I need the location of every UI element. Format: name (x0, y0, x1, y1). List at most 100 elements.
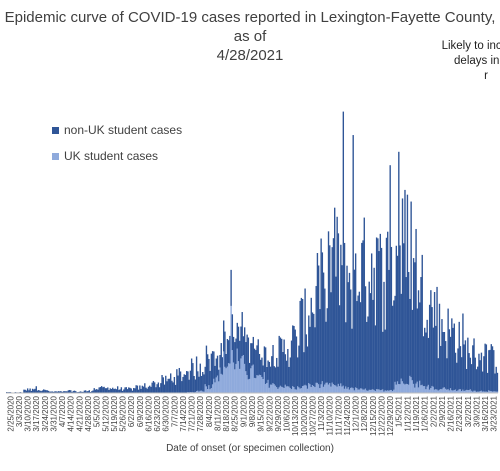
bar-non-uk (404, 189, 406, 385)
bar-uk (216, 375, 219, 393)
bar-uk (256, 375, 258, 393)
bar-non-uk (258, 353, 261, 375)
bar-non-uk (379, 233, 381, 391)
bar-uk (260, 375, 262, 393)
bar-uk (362, 389, 364, 393)
bar-uk (338, 386, 341, 393)
bar-non-uk (495, 366, 497, 392)
bar-uk (204, 384, 206, 393)
bar-non-uk (319, 309, 321, 389)
bar-non-uk (120, 387, 123, 393)
bar-non-uk (248, 362, 251, 379)
bar-non-uk (451, 318, 453, 391)
bar-non-uk (242, 336, 245, 356)
bar-non-uk (488, 350, 490, 391)
bar-non-uk (54, 391, 56, 393)
bar-non-uk (210, 353, 213, 389)
bar-non-uk (433, 292, 436, 390)
x-tick-label: 2/16/2021 (447, 395, 456, 431)
bar-uk (315, 382, 317, 393)
bar-non-uk (361, 242, 363, 389)
bar-uk (311, 384, 314, 393)
bar-non-uk (146, 388, 148, 393)
bar-non-uk (262, 365, 264, 380)
bar-non-uk (401, 198, 404, 382)
bar-non-uk (190, 358, 193, 393)
bar-non-uk (390, 246, 393, 390)
bar-non-uk (483, 356, 485, 392)
bar-uk (346, 388, 348, 393)
bar-uk (473, 390, 475, 393)
bar-non-uk (99, 387, 102, 393)
bar-uk (456, 391, 458, 393)
bar-non-uk (293, 325, 295, 387)
bar-non-uk (295, 336, 298, 390)
bar-non-uk (342, 111, 345, 386)
bar-non-uk (75, 391, 77, 393)
bar-uk (246, 375, 248, 393)
bar-non-uk (42, 389, 45, 393)
bar-uk (432, 386, 435, 393)
bar-non-uk (394, 295, 396, 382)
bar-non-uk (446, 358, 448, 390)
bar-non-uk (484, 343, 486, 392)
bar-uk (478, 391, 480, 393)
bar-uk (448, 390, 451, 393)
x-tick-label: 3/31/2020 (49, 395, 58, 431)
bar-uk (474, 390, 476, 393)
bar-uk (253, 377, 256, 393)
bar-non-uk (220, 343, 222, 374)
bar-non-uk (271, 356, 273, 385)
bar-uk (202, 391, 204, 393)
bar-non-uk (427, 337, 430, 385)
bar-non-uk (252, 336, 254, 365)
bar-non-uk (283, 339, 285, 389)
bar-uk (374, 390, 377, 393)
x-tick-label: 7/7/2020 (170, 395, 179, 427)
bar-uk (327, 384, 330, 393)
bar-non-uk (298, 345, 300, 388)
bar-uk (345, 386, 347, 393)
bar-non-uk (113, 389, 115, 393)
bar-non-uk (255, 350, 257, 379)
bar-uk (306, 388, 309, 393)
bar-uk (412, 383, 415, 393)
bar-non-uk (234, 342, 236, 370)
bar-uk (356, 387, 358, 393)
bar-non-uk (287, 348, 289, 387)
bar-uk (419, 380, 421, 393)
bar-uk (268, 387, 271, 393)
bar-non-uk (263, 346, 266, 373)
bar-uk (245, 371, 247, 393)
bar-uk (440, 389, 442, 393)
bar-uk (336, 386, 338, 393)
bar-non-uk (225, 354, 227, 369)
bar-uk (334, 385, 336, 393)
x-tick-label: 9/8/2020 (248, 395, 257, 427)
x-tick-label: 2/2/2021 (429, 395, 438, 427)
x-tick-label: 1/12/2021 (403, 395, 412, 431)
bar-non-uk (108, 390, 110, 393)
bar-non-uk (309, 326, 311, 385)
bar-uk (276, 387, 278, 393)
bar-non-uk (221, 357, 224, 375)
bar-uk (337, 383, 340, 393)
bar-uk (343, 388, 346, 393)
bar-non-uk (181, 381, 183, 393)
bar-non-uk (443, 332, 446, 388)
bar-uk (309, 384, 311, 393)
bar-uk (468, 390, 470, 393)
bar-non-uk (357, 295, 359, 390)
bar-non-uk (384, 329, 386, 391)
bar-non-uk (340, 244, 342, 384)
x-tick-label: 10/27/2020 (308, 395, 317, 436)
x-tick-label: 4/28/2020 (84, 395, 93, 431)
bar-non-uk (334, 207, 336, 386)
bar-uk (348, 389, 351, 393)
bar-non-uk (23, 389, 25, 393)
bar-uk (394, 381, 396, 393)
bar-non-uk (167, 378, 169, 393)
bar-uk (236, 348, 238, 393)
bar-non-uk (441, 319, 443, 390)
bar-uk (373, 389, 375, 393)
